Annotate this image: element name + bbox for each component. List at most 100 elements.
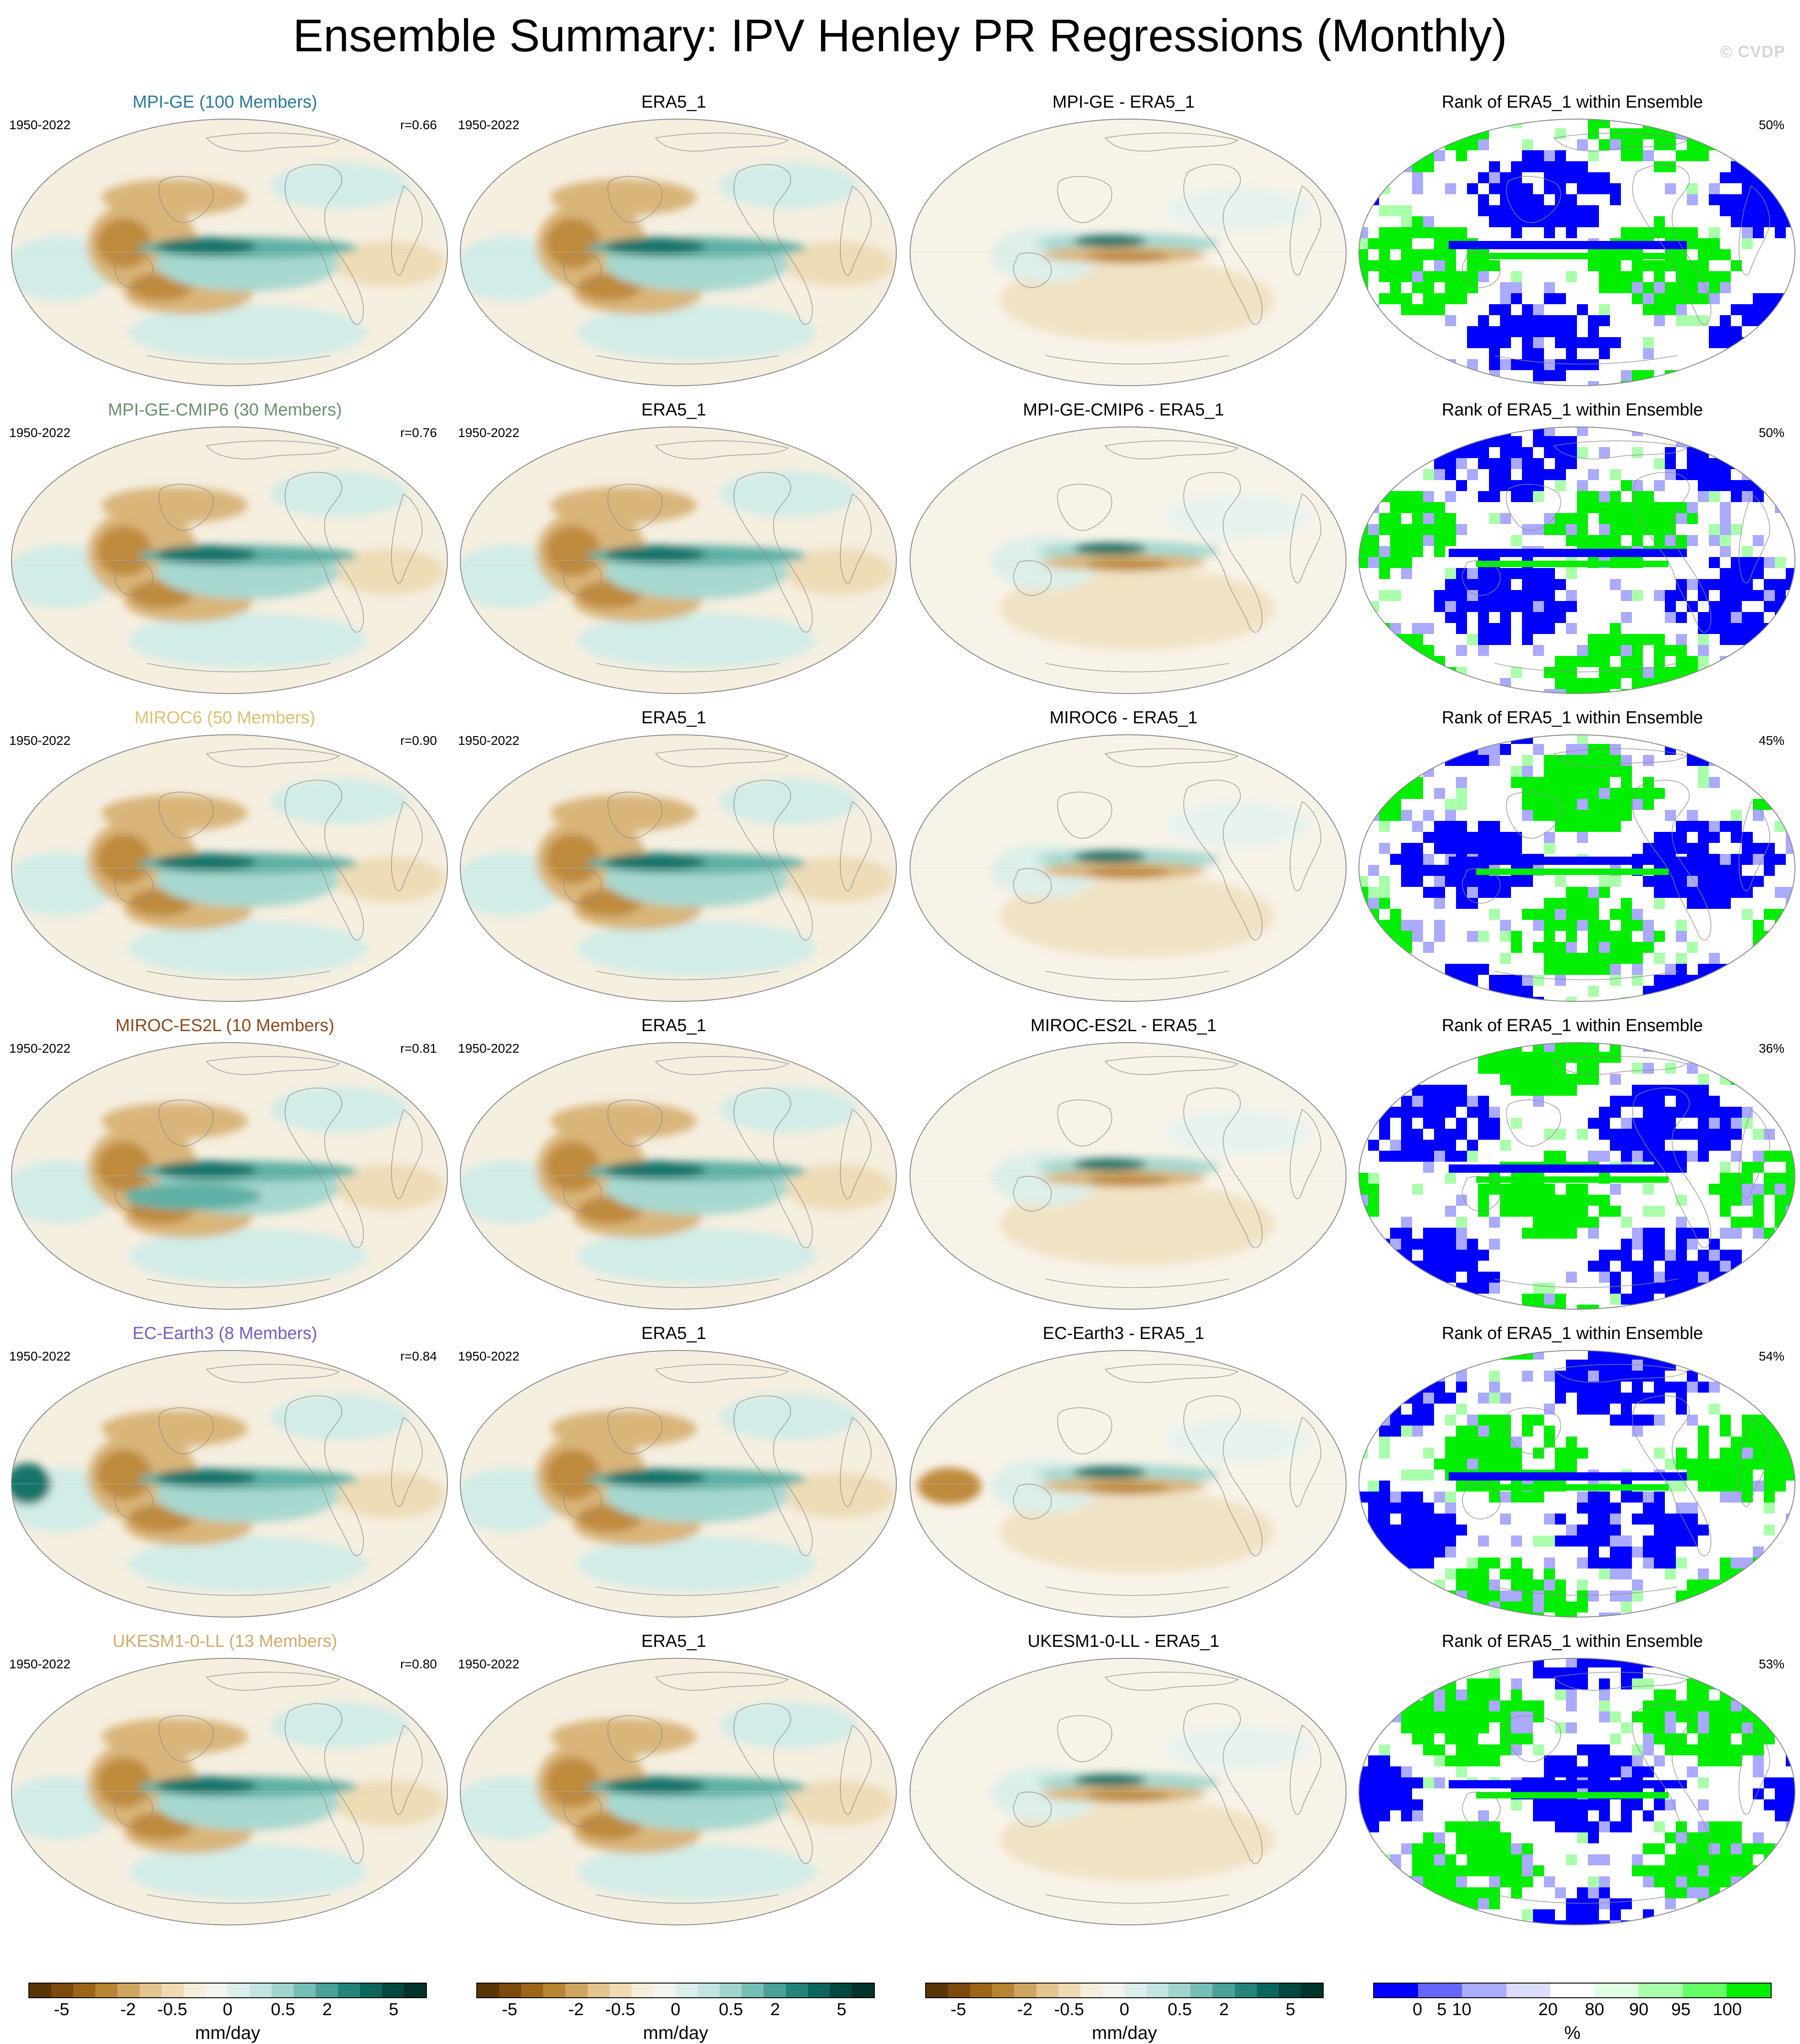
rank-percent: 53%: [1758, 1657, 1784, 1671]
colorbar-swatch: [521, 1984, 544, 1997]
colorbar-ticks: -5 -2 -0.5 0 0.5 2 5: [28, 1999, 427, 2027]
colorbar-swatch: [1212, 1984, 1235, 1997]
coastlines: [1462, 748, 1770, 980]
colorbar-swatch: [1682, 1984, 1727, 1997]
colorbar-tick-label: 0: [671, 2000, 681, 2019]
map-model: [11, 1350, 448, 1618]
map-diff: [910, 734, 1347, 1002]
rank-percent: 36%: [1758, 1041, 1784, 1055]
globe-map: [1357, 1349, 1797, 1619]
globe-map: [908, 425, 1348, 695]
colorbar-tick-label: 0.5: [719, 2000, 743, 2019]
rank-percent: 50%: [1758, 426, 1784, 440]
colorbar-swatch: [227, 1984, 250, 1997]
map-obs: [460, 1350, 897, 1618]
map-panel-diff: EC-Earth3 - ERA5_1: [899, 1323, 1348, 1631]
panel-title: Rank of ERA5_1 within Ensemble: [1441, 708, 1703, 727]
globe-map: [458, 733, 898, 1003]
rank-percent: 54%: [1758, 1349, 1784, 1363]
colorbar-swatch: [382, 1984, 404, 1997]
map-panel-model: MIROC-ES2L (10 Members) 1950-2022 r=0.81: [0, 1015, 450, 1323]
colorbar-rank: 0 5 10 20 80 90 95 100%: [1373, 1983, 1772, 2043]
pattern-correlation: r=0.76: [400, 426, 437, 440]
colorbar-swatch: [587, 1984, 610, 1997]
colorbar-swatch: [1234, 1984, 1257, 1997]
map-panel-model: EC-Earth3 (8 Members) 1950-2022 r=0.84: [0, 1323, 450, 1631]
coastlines: [115, 748, 423, 980]
globe-map: [10, 425, 449, 695]
colorbar-tick-label: -0.5: [605, 2000, 635, 2019]
colorbar-tick-label: -5: [950, 2000, 966, 2019]
colorbar-swatch: [785, 1984, 808, 1997]
coastlines: [1013, 1364, 1321, 1596]
colorbar-swatch: [1506, 1984, 1550, 1997]
map-panel-model: UKESM1-0-LL (13 Members) 1950-2022 r=0.80: [0, 1631, 450, 1939]
colorbar-swatch: [95, 1984, 118, 1997]
map-model: [11, 119, 448, 386]
colorbar-unit: %: [1564, 2023, 1581, 2043]
colorbar-swatch: [948, 1984, 971, 1997]
coastlines: [563, 440, 872, 672]
coastlines: [1013, 748, 1321, 980]
colorbar-swatch: [970, 1984, 993, 1997]
colorbar-swatch: [1300, 1984, 1323, 1997]
coastlines: [115, 440, 423, 672]
colorbar-tick-label: 0: [1413, 2000, 1423, 2019]
colorbar-tick-label: 100: [1713, 2000, 1742, 2019]
colorbar-tick-label: 80: [1585, 2000, 1604, 2019]
panel-title: Rank of ERA5_1 within Ensemble: [1441, 400, 1703, 420]
colorbar-swatch: [205, 1984, 228, 1997]
colorbar-swatch: [631, 1984, 654, 1997]
colorbar-swatches: [28, 1983, 427, 1998]
colorbar-swatch: [1278, 1984, 1301, 1997]
colorbar-tick-label: 5: [1285, 2000, 1296, 2019]
colorbar-swatch: [1080, 1984, 1102, 1997]
page-title: Ensemble Summary: IPV Henley PR Regressi…: [293, 10, 1507, 61]
coastlines: [1462, 1364, 1770, 1596]
panel-title: MIROC-ES2L (10 Members): [115, 1016, 334, 1035]
colorbar-swatch: [1594, 1984, 1639, 1997]
map-model: [11, 426, 448, 694]
coastlines: [563, 132, 872, 365]
watermark: © CVDP: [1720, 42, 1785, 61]
coastlines: [563, 748, 872, 980]
colorbar-swatch: [360, 1984, 382, 1997]
colorbar-swatch: [992, 1984, 1015, 1997]
colorbar-swatch: [609, 1984, 632, 1997]
panel-years: 1950-2022: [458, 426, 519, 440]
globe-map: [458, 117, 898, 388]
colorbar-swatch: [926, 1984, 949, 1997]
map-model: [11, 734, 448, 1002]
colorbar-swatch: [477, 1984, 500, 1997]
coastlines: [1462, 132, 1770, 365]
globe-map: [1357, 117, 1797, 388]
colorbar-swatch: [1462, 1984, 1506, 1997]
colorbar-swatch: [404, 1984, 426, 1997]
colorbar-swatches: [1373, 1983, 1772, 1998]
panel-title: ERA5_1: [641, 93, 706, 112]
colorbar-swatch: [316, 1984, 338, 1997]
coastlines: [563, 1672, 872, 1904]
colorbar-unit: mm/day: [643, 2023, 709, 2043]
colorbar-swatch: [139, 1984, 162, 1997]
panel-years: 1950-2022: [9, 1657, 71, 1671]
colorbar-tick-label: 10: [1452, 2000, 1472, 2019]
colorbar-ticks: -5 -2 -0.5 0 0.5 2 5: [925, 1999, 1324, 2027]
colorbar-swatch: [851, 1984, 874, 1997]
map-panel-obs: ERA5_1 1950-2022: [449, 92, 899, 399]
map-panel-obs: ERA5_1 1950-2022: [449, 1015, 899, 1323]
colorbar-tick-label: 2: [770, 2000, 780, 2019]
globe-map: [1357, 733, 1797, 1003]
rank-percent: 45%: [1758, 733, 1784, 748]
globe-map: [10, 1656, 449, 1927]
coastlines: [115, 132, 423, 365]
map-panel-rank: Rank of ERA5_1 within Ensemble 53%: [1347, 1631, 1797, 1939]
panel-title: ERA5_1: [641, 1632, 706, 1651]
colorbar-swatch: [499, 1984, 522, 1997]
colorbar-tick-label: 90: [1629, 2000, 1649, 2019]
panel-title: UKESM1-0-LL - ERA5_1: [1027, 1632, 1220, 1651]
colorbar-swatch: [294, 1984, 316, 1997]
coastlines: [1013, 440, 1321, 672]
colorbar-swatch: [1726, 1984, 1771, 1997]
colorbar-swatch: [1190, 1984, 1213, 1997]
